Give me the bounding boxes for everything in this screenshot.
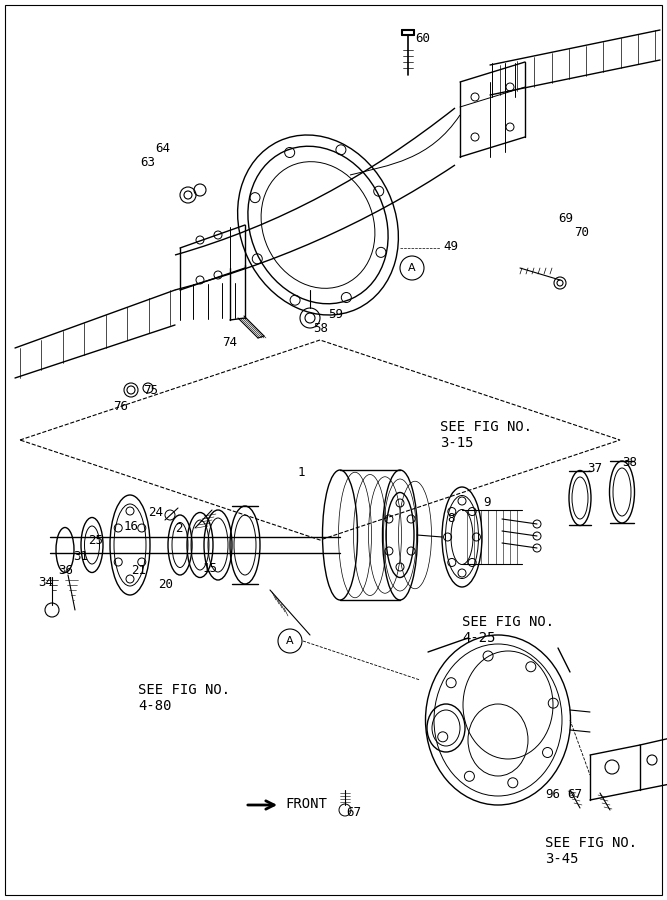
- Text: 60: 60: [415, 32, 430, 44]
- Text: 25: 25: [88, 534, 103, 546]
- Text: SEE FIG NO.
3-45: SEE FIG NO. 3-45: [545, 836, 637, 866]
- Text: 59: 59: [328, 308, 343, 320]
- Text: 76: 76: [113, 400, 128, 412]
- Text: 58: 58: [313, 322, 328, 336]
- Text: 64: 64: [155, 141, 170, 155]
- Text: 24: 24: [148, 506, 163, 518]
- Text: 69: 69: [558, 212, 573, 224]
- Text: 49: 49: [443, 239, 458, 253]
- Text: 67: 67: [567, 788, 582, 802]
- Text: 1: 1: [298, 466, 305, 480]
- Text: 96: 96: [545, 788, 560, 802]
- Text: 67: 67: [346, 806, 361, 818]
- Text: 34: 34: [38, 575, 53, 589]
- Text: 31: 31: [73, 550, 88, 562]
- Text: A: A: [408, 263, 416, 273]
- Text: 70: 70: [574, 227, 589, 239]
- Text: 15: 15: [203, 562, 218, 574]
- Text: A: A: [286, 636, 293, 646]
- Text: 16: 16: [124, 520, 139, 534]
- Text: SEE FIG NO.
4-80: SEE FIG NO. 4-80: [138, 683, 230, 713]
- Text: 2: 2: [175, 521, 183, 535]
- Text: 8: 8: [447, 511, 454, 525]
- Text: 36: 36: [58, 563, 73, 577]
- Text: 37: 37: [587, 462, 602, 474]
- Text: SEE FIG NO.
3-15: SEE FIG NO. 3-15: [440, 420, 532, 450]
- Text: 20: 20: [158, 578, 173, 590]
- Text: SEE FIG NO.
4-25: SEE FIG NO. 4-25: [462, 615, 554, 645]
- Text: 75: 75: [143, 384, 158, 398]
- Text: 9: 9: [483, 497, 490, 509]
- Text: 63: 63: [140, 157, 155, 169]
- Text: 21: 21: [131, 564, 146, 578]
- Text: FRONT: FRONT: [285, 797, 327, 811]
- Text: 74: 74: [222, 337, 237, 349]
- Text: 38: 38: [622, 455, 637, 469]
